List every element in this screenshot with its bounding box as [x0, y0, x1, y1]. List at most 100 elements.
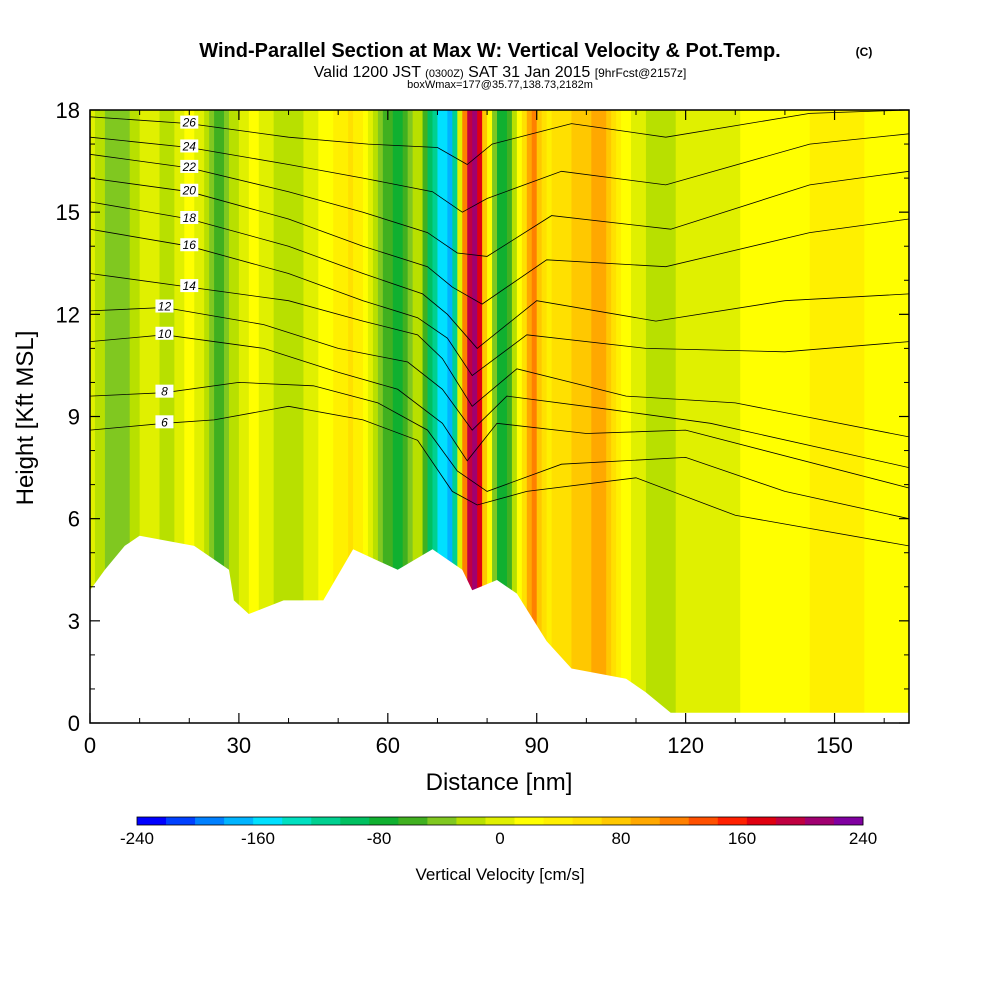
- velocity-cell: [387, 110, 394, 723]
- theta-contour-line: [90, 133, 909, 213]
- velocity-cell: [204, 110, 210, 723]
- velocity-cell: [104, 110, 111, 723]
- colorbar-swatch: [456, 817, 486, 825]
- velocity-cell: [333, 110, 339, 723]
- colorbar-swatch: [253, 817, 283, 825]
- velocity-cell: [834, 110, 841, 723]
- velocity-cell: [99, 110, 106, 723]
- velocity-cell: [328, 110, 334, 723]
- theta-contour-line: [90, 153, 909, 257]
- velocity-cell: [377, 110, 384, 723]
- contour-label: 10: [155, 326, 174, 341]
- velocity-cell: [715, 110, 721, 723]
- velocity-cell: [492, 110, 498, 723]
- velocity-cell: [884, 110, 890, 723]
- velocity-cell: [854, 110, 860, 723]
- velocity-cell: [760, 110, 766, 723]
- velocity-cell: [814, 110, 821, 723]
- velocity-cell: [382, 110, 389, 723]
- velocity-cell: [283, 110, 290, 723]
- velocity-cell: [526, 110, 533, 723]
- velocity-cell: [149, 110, 156, 723]
- colorbar-tick-label: -240: [120, 829, 154, 848]
- velocity-cell: [407, 110, 414, 723]
- contour-label: 12: [155, 299, 174, 314]
- colorbar-swatch: [427, 817, 457, 825]
- velocity-cell: [819, 110, 826, 723]
- velocity-cell: [879, 110, 885, 723]
- contour-label: 22: [180, 159, 199, 174]
- velocity-cell: [273, 110, 280, 723]
- svg-text:16: 16: [183, 238, 197, 252]
- x-tick-label: 120: [667, 733, 704, 758]
- svg-text:6: 6: [161, 415, 168, 429]
- svg-text:8: 8: [161, 385, 168, 399]
- x-tick-label: 90: [524, 733, 548, 758]
- x-axis-label: Distance [nm]: [426, 769, 573, 796]
- colorbar-swatch: [398, 817, 428, 825]
- velocity-cell: [541, 110, 548, 723]
- colorbar-swatch: [166, 817, 196, 825]
- velocity-cell: [705, 110, 712, 723]
- velocity-cell: [700, 110, 707, 723]
- velocity-cell: [129, 110, 136, 723]
- velocity-cell: [576, 110, 582, 723]
- svg-text:24: 24: [182, 139, 197, 153]
- svg-text:22: 22: [182, 160, 197, 174]
- velocity-cell: [685, 110, 692, 723]
- velocity-cell: [611, 110, 617, 723]
- colorbar-swatch: [659, 817, 690, 825]
- velocity-cell: [650, 110, 657, 723]
- velocity-cell: [725, 110, 731, 723]
- velocity-cell: [824, 110, 831, 723]
- valid-date: SAT 31 Jan 2015: [468, 64, 590, 81]
- velocity-cell: [536, 110, 543, 723]
- colorbar-tick-label: 160: [728, 829, 756, 848]
- velocity-cell: [581, 110, 587, 723]
- velocity-cell: [144, 110, 151, 723]
- velocity-cell: [849, 110, 855, 723]
- colorbar-tick-label: 0: [495, 829, 504, 848]
- velocity-cell: [318, 110, 324, 723]
- velocity-cell: [894, 110, 900, 723]
- velocity-cell: [755, 110, 761, 723]
- velocity-cell: [765, 110, 771, 723]
- theta-contour-line: [90, 307, 909, 468]
- velocity-cell: [323, 110, 329, 723]
- svg-text:20: 20: [182, 184, 197, 198]
- velocity-cell: [402, 110, 409, 723]
- velocity-cell: [437, 110, 444, 723]
- x-tick-label: 150: [816, 733, 853, 758]
- svg-text:12: 12: [158, 300, 172, 314]
- velocity-cell: [427, 110, 434, 723]
- velocity-cell: [397, 110, 404, 723]
- velocity-cell: [511, 110, 518, 723]
- colorbar-label: Vertical Velocity [cm/s]: [415, 865, 584, 884]
- y-tick-label: 9: [68, 405, 80, 430]
- velocity-cell: [720, 110, 726, 723]
- colorbar-swatch: [282, 817, 312, 825]
- velocity-cell: [556, 110, 563, 723]
- velocity-cell: [864, 110, 870, 723]
- velocity-cell: [243, 110, 250, 723]
- y-tick-label: 18: [56, 98, 80, 123]
- theta-contour-line: [90, 228, 909, 377]
- velocity-cell: [308, 110, 314, 723]
- velocity-cell: [124, 110, 131, 723]
- copyright-mark: (C): [856, 45, 873, 59]
- velocity-cell: [645, 110, 652, 723]
- theta-contour-line: [90, 110, 909, 165]
- velocity-cell: [799, 110, 806, 723]
- svg-text:26: 26: [182, 116, 197, 130]
- velocity-cell: [626, 110, 632, 723]
- velocity-cell: [566, 110, 573, 723]
- y-tick-label: 15: [56, 200, 80, 225]
- velocity-cell: [482, 110, 488, 723]
- velocity-cell: [844, 110, 851, 723]
- colorbar-tick-label: 240: [849, 829, 877, 848]
- theta-contour-line: [90, 201, 909, 349]
- velocity-cell: [258, 110, 265, 723]
- velocity-cell: [745, 110, 751, 723]
- velocity-cell: [487, 110, 493, 723]
